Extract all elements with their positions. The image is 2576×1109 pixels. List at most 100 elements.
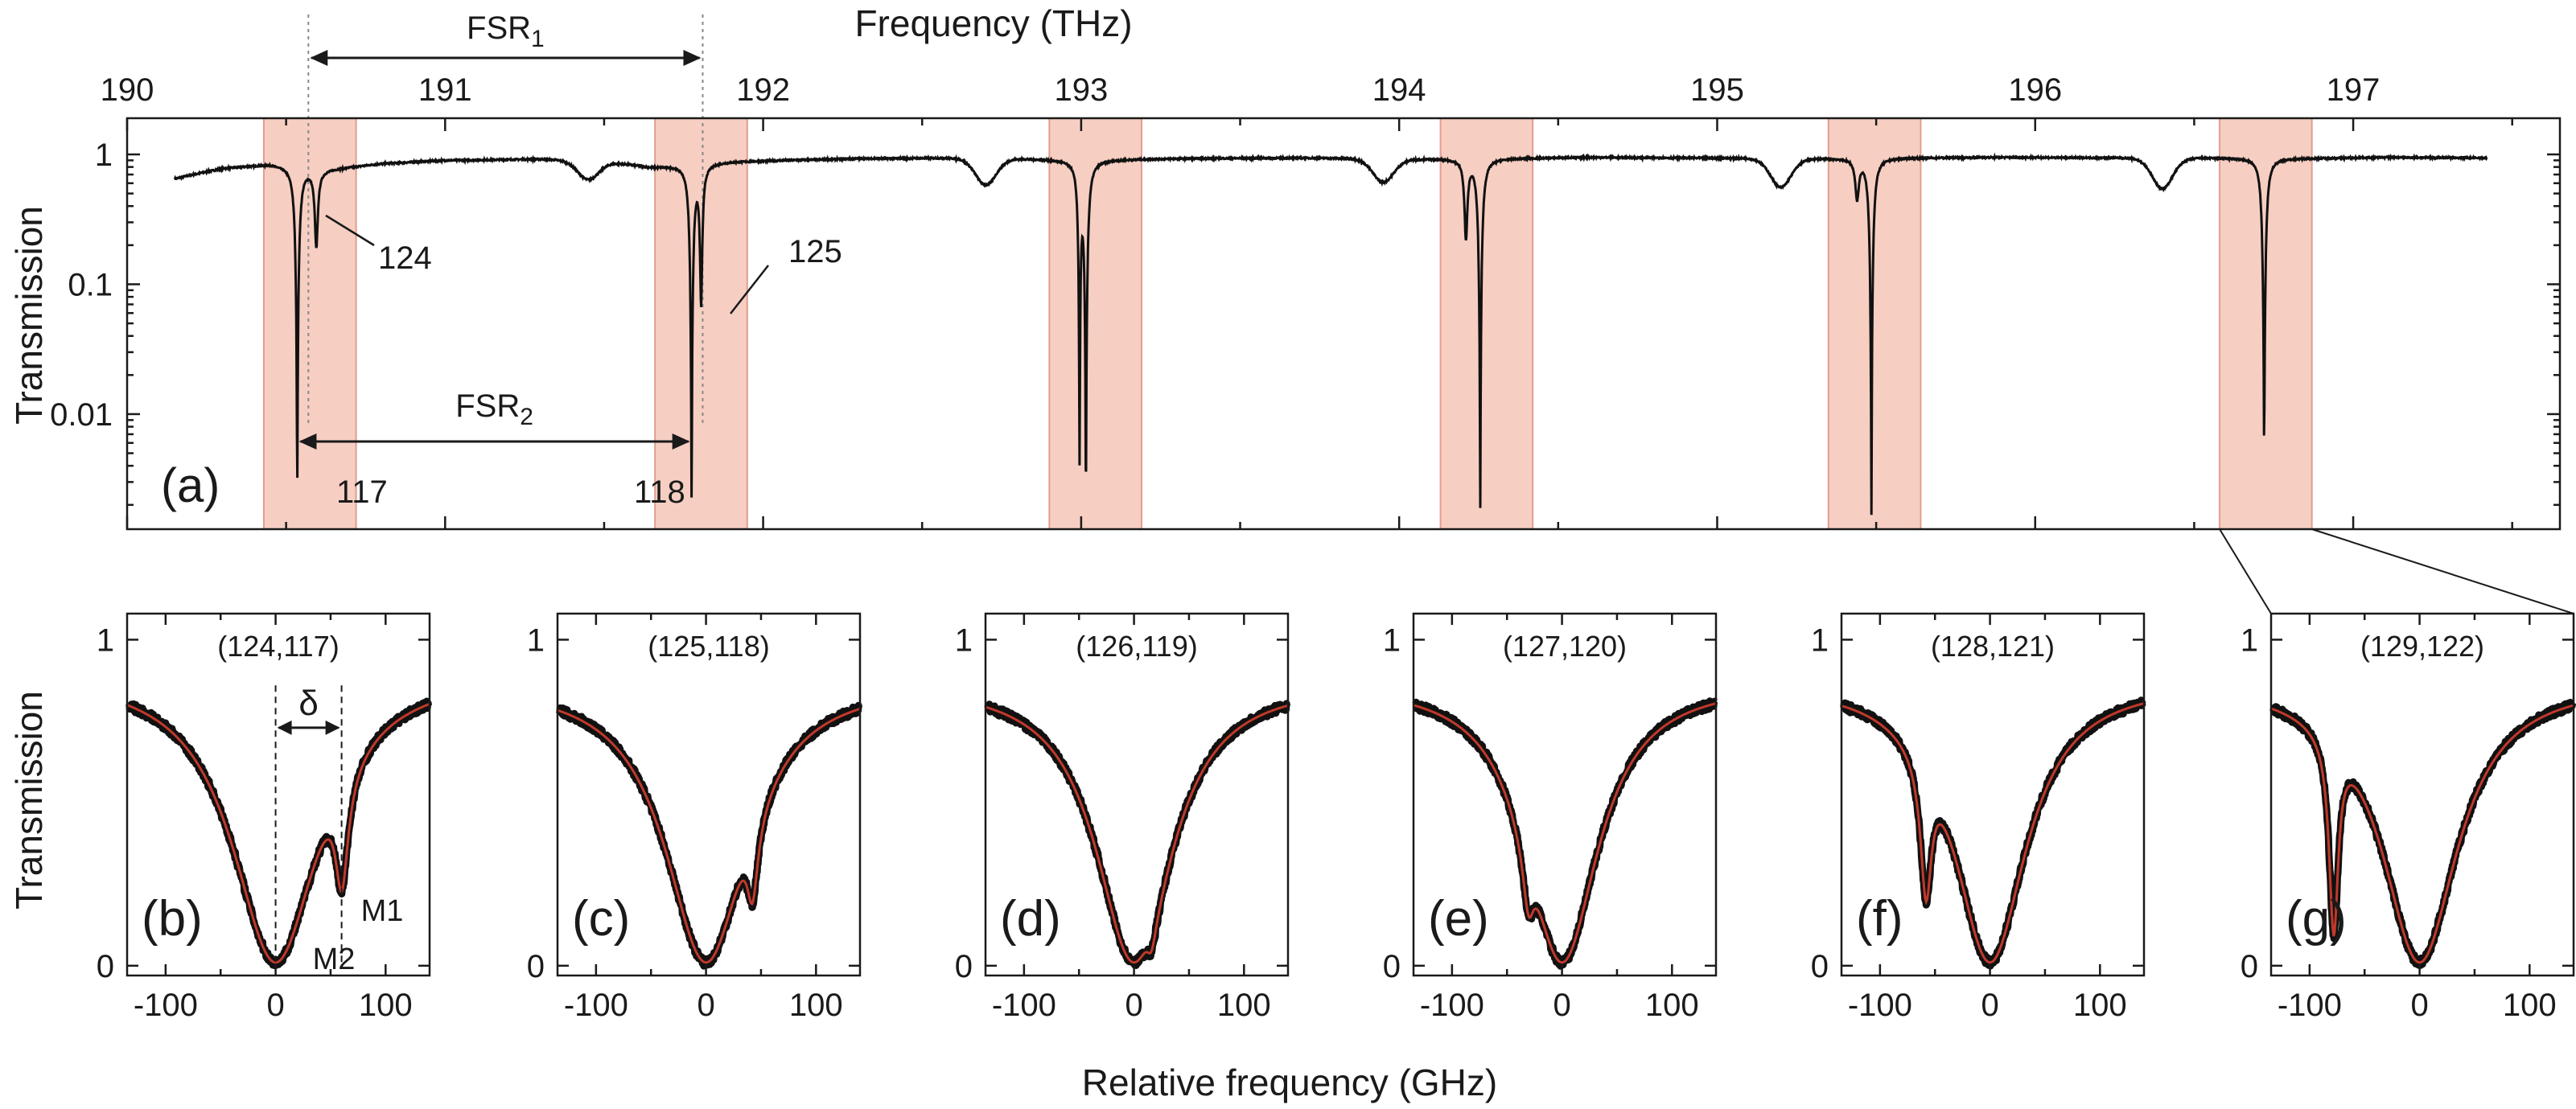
panel-frame xyxy=(556,612,862,977)
panel-title: (129,122) xyxy=(2360,630,2484,663)
x-tick-label: 197 xyxy=(2327,72,2381,108)
panel-c: -100 0 100 0 1 (125,118) (c) xyxy=(527,612,863,1023)
highlight-band-5 xyxy=(1827,117,1922,530)
x-tick-label: 100 xyxy=(1645,988,1699,1023)
y-tick-label: 0 xyxy=(97,949,114,984)
y-tick-label: 1 xyxy=(2241,622,2258,658)
highlight-band-1 xyxy=(262,117,357,530)
panel-title: (125,118) xyxy=(648,630,769,663)
x-tick-label: 100 xyxy=(2073,988,2127,1023)
fsr1-label: FSR1 xyxy=(467,10,545,52)
x-tick-label: 0 xyxy=(266,988,284,1023)
panel-e: -100 0 100 0 1 (127,120) (e) xyxy=(1383,612,1718,1023)
fsr1-label-sub: 1 xyxy=(531,26,545,52)
arrow-head xyxy=(683,50,702,66)
y-tick-label: 0 xyxy=(1383,949,1401,984)
panel-a-ticks: 190 191 192 193 194 195 196 197 1 0.1 0.01 xyxy=(50,72,2560,529)
y-tick-label: 0.01 xyxy=(50,397,113,433)
transmission-trace xyxy=(173,152,2488,515)
panel-d: -100 0 100 0 1 (126,119) (d) xyxy=(955,612,1291,1023)
fsr1-label-main: FSR xyxy=(467,10,531,46)
x-tick-label: -100 xyxy=(134,988,198,1023)
x-tick-label: 195 xyxy=(1690,72,1744,108)
x-tick-label: 190 xyxy=(101,72,154,108)
x-tick-label: 100 xyxy=(789,988,843,1023)
panel-title: (128,121) xyxy=(1931,630,2055,663)
x-tick-label: 0 xyxy=(1553,988,1570,1023)
fit-curve xyxy=(1841,702,2145,964)
y-tick-label: 0 xyxy=(2241,949,2258,984)
mode-label-m1: M1 xyxy=(361,894,404,928)
fit-curve xyxy=(2270,704,2574,964)
highlight-band-2 xyxy=(654,117,748,530)
zoom-connector xyxy=(2219,528,2574,614)
highlight-bands xyxy=(262,117,2313,530)
panel-title: (127,120) xyxy=(1503,630,1627,663)
x-tick-label: -100 xyxy=(2278,988,2342,1023)
highlight-band-3 xyxy=(1048,117,1142,530)
panel-g: -100 0 100 0 1 (129,122) (g) xyxy=(2241,612,2576,1023)
zoom-line-left xyxy=(2219,528,2272,614)
x-tick-label: 0 xyxy=(2410,988,2428,1023)
measured-trace xyxy=(126,697,433,969)
panel-label: (c) xyxy=(572,891,630,947)
panel-frame xyxy=(1412,612,1718,977)
arrow-head xyxy=(298,433,317,450)
delta-label: δ xyxy=(298,684,319,723)
y-tick-label: 0.1 xyxy=(68,267,113,302)
panel-label: (f) xyxy=(1856,891,1903,947)
x-tick-label: 100 xyxy=(1217,988,1271,1023)
panel-title: (126,119) xyxy=(1076,630,1197,663)
x-tick-label: 0 xyxy=(1125,988,1142,1023)
zoom-line-right xyxy=(2311,528,2574,614)
fit-curve xyxy=(126,702,430,964)
arrow-head xyxy=(310,50,328,66)
fsr2-label-main: FSR xyxy=(455,388,520,424)
x-tick-label: 100 xyxy=(2503,988,2557,1023)
x-tick-label: -100 xyxy=(1420,988,1484,1023)
panel-a-annotations: 124 125 117 118 FSR1 FSR2 xyxy=(298,10,842,510)
leader-125 xyxy=(730,265,769,314)
y-tick-label: 0 xyxy=(1811,949,1829,984)
arrow-head xyxy=(325,720,340,735)
panel-label: (e) xyxy=(1428,891,1489,947)
y-tick-label: 1 xyxy=(955,622,973,658)
panel-label: (g) xyxy=(2286,891,2347,947)
y-tick-label: 1 xyxy=(1383,622,1401,658)
panel-label-a: (a) xyxy=(161,458,220,512)
leader-124 xyxy=(325,214,375,247)
y-axis-title-bottom: Transmission xyxy=(8,691,50,910)
x-tick-label: -100 xyxy=(1848,988,1912,1023)
mode-label-m2: M2 xyxy=(313,943,356,976)
x-tick-label: 194 xyxy=(1372,72,1426,108)
x-axis-title-bottom: Relative frequency (GHz) xyxy=(1082,1062,1497,1103)
highlight-band-4 xyxy=(1439,117,1534,530)
x-tick-label: 196 xyxy=(2008,72,2062,108)
panel-f: -100 0 100 0 1 (128,121) (f) xyxy=(1811,612,2146,1023)
arrow-head xyxy=(672,433,690,450)
mode-label-124: 124 xyxy=(378,240,432,276)
y-tick-label: 1 xyxy=(527,622,545,658)
fsr2-label-sub: 2 xyxy=(520,404,533,430)
x-tick-label: 192 xyxy=(736,72,790,108)
panel-label: (b) xyxy=(142,891,203,947)
y-tick-label: 0 xyxy=(955,949,973,984)
panel-frame xyxy=(126,612,431,977)
fsr2-label: FSR2 xyxy=(455,388,533,430)
fit-curve xyxy=(557,707,861,964)
fit-curve xyxy=(985,704,1289,964)
x-axis-title-top: Frequency (THz) xyxy=(854,2,1132,44)
x-tick-label: 100 xyxy=(359,988,413,1023)
arrow-head xyxy=(277,720,292,735)
y-tick-label: 0 xyxy=(527,949,545,984)
panel-frame xyxy=(1840,612,2146,977)
mode-label-118: 118 xyxy=(634,474,685,510)
x-tick-label: 191 xyxy=(418,72,472,108)
y-tick-label: 1 xyxy=(97,622,114,658)
fsr1-guides xyxy=(307,14,704,425)
y-axis-title-a: Transmission xyxy=(8,206,50,425)
x-tick-label: 0 xyxy=(1981,988,1998,1023)
